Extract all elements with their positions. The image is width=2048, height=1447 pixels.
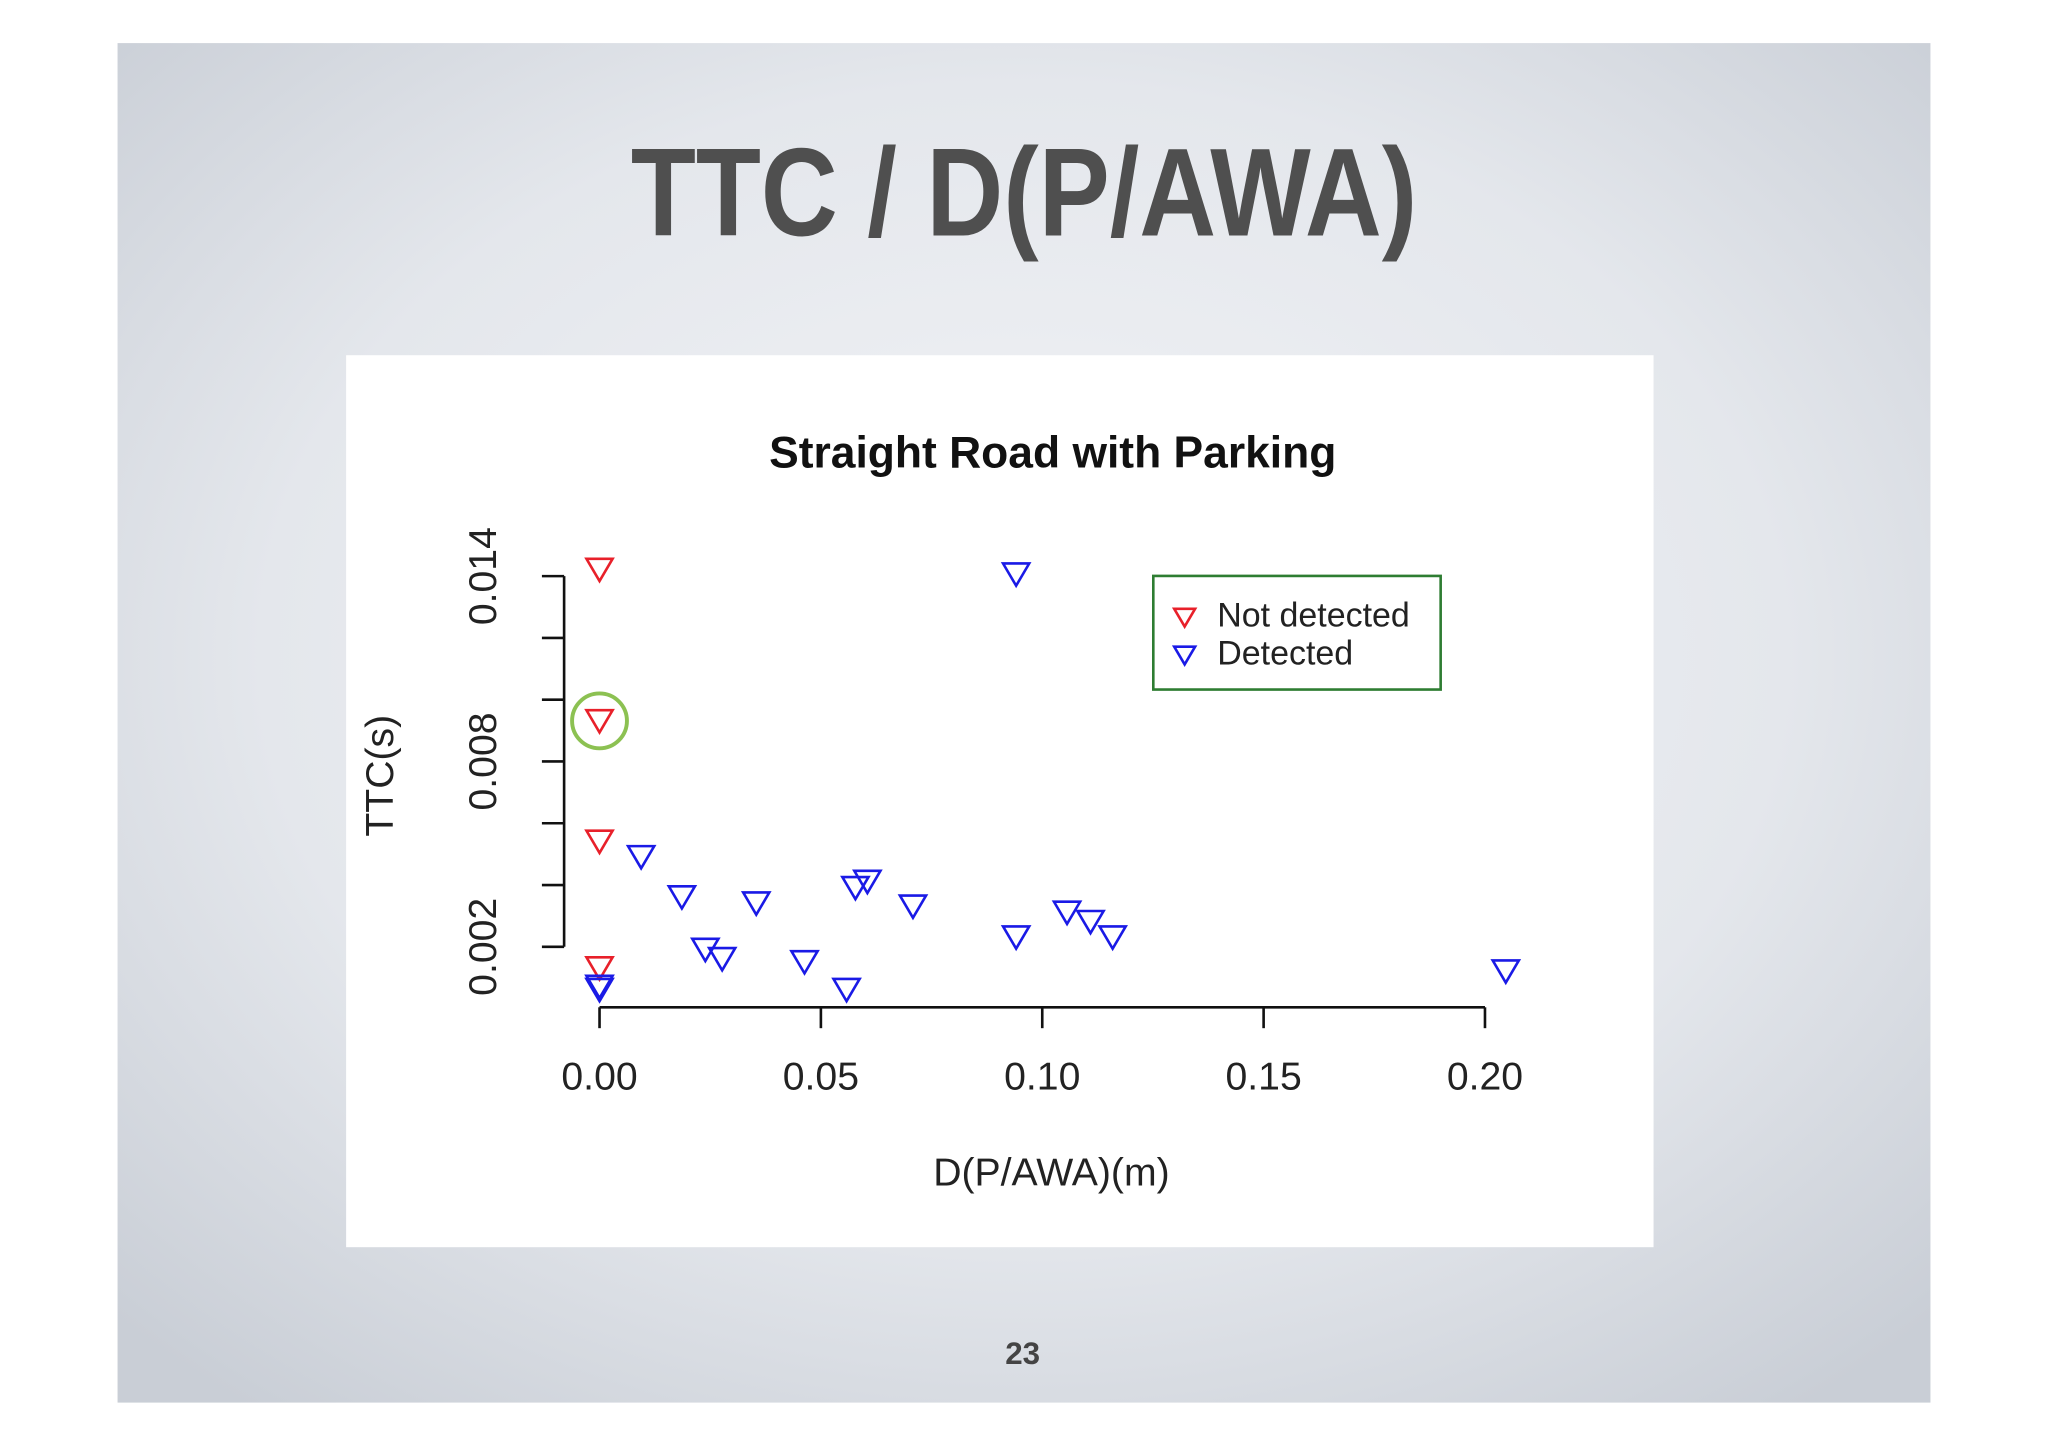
point [897,894,929,921]
y-axis-label: TTC(s) [359,715,402,837]
legend-box [1152,574,1442,691]
legend-marker [1171,607,1198,630]
point [1051,900,1083,927]
point [1000,925,1032,952]
point [831,977,862,1004]
y-tick-label: 0.014 [462,527,505,625]
y-tick-label: 0.008 [462,712,505,810]
legend-marker [1171,645,1198,668]
legend-label: Not detected [1217,597,1409,635]
point [666,884,698,912]
chart-panel [346,355,1654,1248]
x-tick-label: 0.05 [783,1055,859,1098]
point [706,946,738,973]
highlight-circle [570,691,629,751]
y-tick-label: 0.002 [462,898,505,996]
page-number: 23 [1005,1336,1040,1371]
point [625,844,657,871]
x-tick-label: 0.20 [1447,1055,1523,1098]
point [1490,959,1522,986]
point [584,829,615,856]
point [689,937,721,964]
point [584,956,615,983]
point [1000,562,1032,589]
chart-title: Straight Road with Parking [769,429,1336,478]
point [840,875,871,902]
point [852,869,883,896]
point [584,974,615,1001]
x-tick-label: 0.00 [561,1055,637,1098]
plot: 0.00 0.05 0.10 0.15 0.20 0.002 0.008 0.014 Not d… [462,527,1523,1098]
point [1075,909,1106,936]
point [740,891,772,918]
x-tick-label: 0.10 [1004,1055,1080,1098]
point [584,708,615,735]
point [584,557,615,584]
point [1097,925,1128,952]
legend-label: Detected [1217,635,1353,673]
x-axis-label: D(P/AWA)(m) [933,1152,1169,1195]
point [789,949,820,976]
slide-title: TTC / D(P/AWA) [631,123,1417,263]
point [584,977,615,1004]
x-tick-label: 0.15 [1225,1055,1301,1098]
